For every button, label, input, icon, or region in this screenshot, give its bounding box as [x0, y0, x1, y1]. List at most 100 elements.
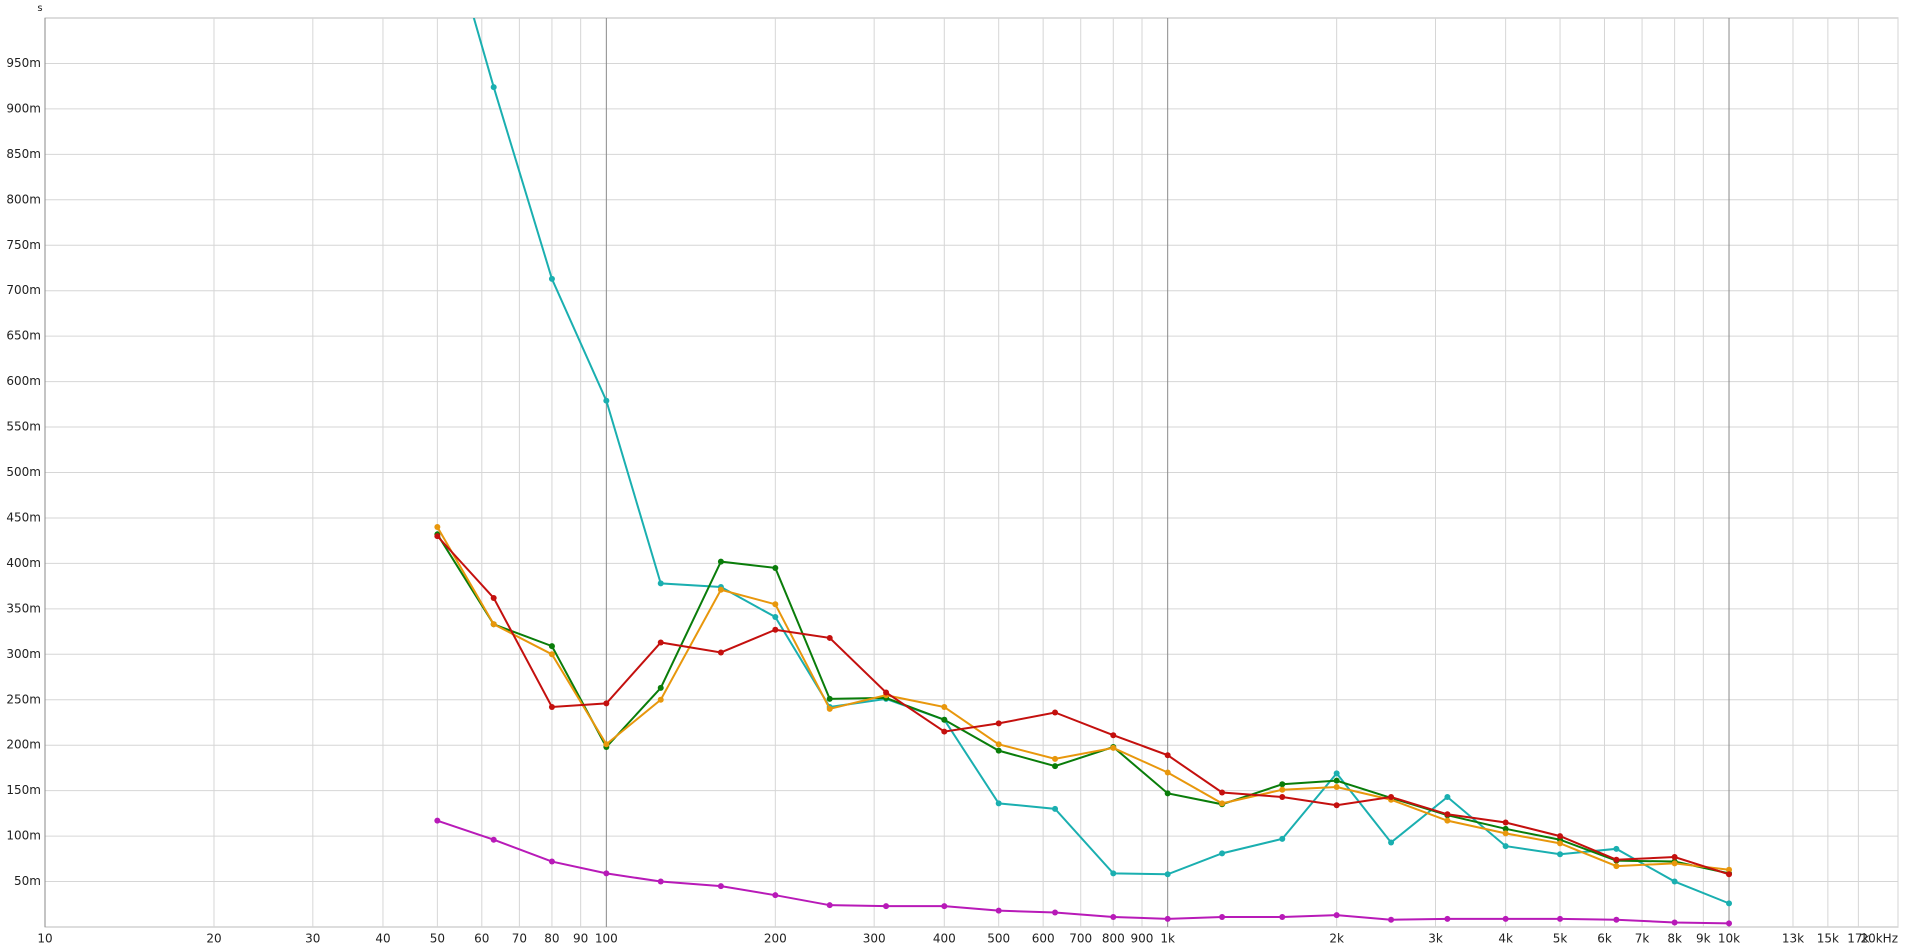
x-tick-label: 6k: [1597, 932, 1612, 946]
x-tick-label: 400: [933, 932, 956, 946]
data-point: [1219, 789, 1226, 796]
data-point: [941, 704, 948, 711]
y-tick-label: 550m: [6, 420, 41, 434]
data-point: [1557, 915, 1564, 922]
data-point: [1671, 854, 1678, 861]
data-point: [1110, 732, 1117, 739]
x-tick-label: 60: [474, 932, 489, 946]
data-point: [1164, 790, 1171, 797]
series-line: [436, 535, 1730, 876]
data-point: [883, 903, 890, 910]
data-point: [1557, 840, 1564, 847]
data-point: [1671, 878, 1678, 885]
data-point: [490, 594, 497, 601]
data-point: [657, 684, 664, 691]
data-point: [434, 817, 441, 824]
data-point: [657, 878, 664, 885]
data-point: [1502, 843, 1509, 850]
data-point: [490, 836, 497, 843]
data-point: [1110, 744, 1117, 751]
data-point: [717, 883, 724, 890]
data-point: [772, 564, 779, 571]
y-tick-label: 250m: [6, 692, 41, 706]
data-point: [1726, 871, 1733, 878]
data-point: [941, 716, 948, 723]
data-point: [1388, 839, 1395, 846]
data-point: [995, 741, 1002, 748]
series-group: [434, 18, 1733, 927]
x-tick-label: 10k: [1718, 932, 1740, 946]
data-point: [941, 728, 948, 735]
data-point: [995, 747, 1002, 754]
data-point: [1502, 915, 1509, 922]
data-point: [1671, 860, 1678, 867]
series-line: [472, 18, 1730, 905]
y-tick-label: 300m: [6, 647, 41, 661]
x-tick-label: 4k: [1498, 932, 1513, 946]
data-point: [941, 903, 948, 910]
y-tick-label: 350m: [6, 601, 41, 615]
data-point: [1110, 914, 1117, 921]
data-point: [1613, 845, 1620, 852]
y-tick-label: 900m: [6, 101, 41, 115]
data-point: [657, 639, 664, 646]
data-point: [657, 580, 664, 587]
x-tick-label: 5k: [1553, 932, 1568, 946]
x-tick-label: 80: [544, 932, 559, 946]
data-point: [1219, 850, 1226, 857]
data-point: [1279, 794, 1286, 801]
data-point: [1052, 805, 1059, 812]
data-point: [1279, 835, 1286, 842]
y-tick-label: 700m: [6, 283, 41, 297]
y-tick-label: 50m: [14, 874, 41, 888]
data-point: [1333, 777, 1340, 784]
data-point: [1726, 900, 1733, 907]
y-tick-label: 850m: [6, 147, 41, 161]
data-point: [603, 700, 610, 707]
data-point: [1444, 915, 1451, 922]
series-line: [436, 526, 1730, 871]
x-tick-label: 10: [37, 932, 52, 946]
data-point: [772, 614, 779, 621]
x-tick-label: 600: [1032, 932, 1055, 946]
data-point: [548, 858, 555, 865]
data-point: [995, 907, 1002, 914]
data-point: [995, 720, 1002, 727]
y-tick-label: 400m: [6, 556, 41, 570]
y-tick-label: 450m: [6, 510, 41, 524]
x-tick-label: 900: [1131, 932, 1154, 946]
data-point: [995, 800, 1002, 807]
x-tick-label: 8k: [1667, 932, 1682, 946]
data-point: [1110, 870, 1117, 877]
data-point: [1333, 802, 1340, 809]
data-point: [772, 601, 779, 608]
data-point: [1613, 916, 1620, 923]
data-point: [826, 634, 833, 641]
data-point: [826, 695, 833, 702]
y-tick-label: 200m: [6, 738, 41, 752]
data-point: [717, 558, 724, 565]
data-point: [603, 741, 610, 748]
data-point: [1052, 755, 1059, 762]
y-tick-label: 600m: [6, 374, 41, 388]
x-tick-label: 2k: [1329, 932, 1344, 946]
y-tick-label: 100m: [6, 829, 41, 843]
x-tick-label: 30: [305, 932, 320, 946]
data-point: [1333, 912, 1340, 919]
x-tick-label: 1k: [1160, 932, 1175, 946]
data-point: [826, 705, 833, 712]
data-point: [717, 649, 724, 656]
data-point: [1219, 914, 1226, 921]
data-point: [1388, 916, 1395, 923]
y-tick-label: 650m: [6, 329, 41, 343]
data-point: [1613, 856, 1620, 863]
data-point: [1502, 825, 1509, 832]
data-point: [1052, 763, 1059, 770]
data-point: [1052, 909, 1059, 916]
data-point: [1726, 920, 1733, 927]
data-point: [603, 397, 610, 404]
x-tick-label: 800: [1102, 932, 1125, 946]
data-point: [1219, 800, 1226, 807]
data-point: [548, 651, 555, 658]
